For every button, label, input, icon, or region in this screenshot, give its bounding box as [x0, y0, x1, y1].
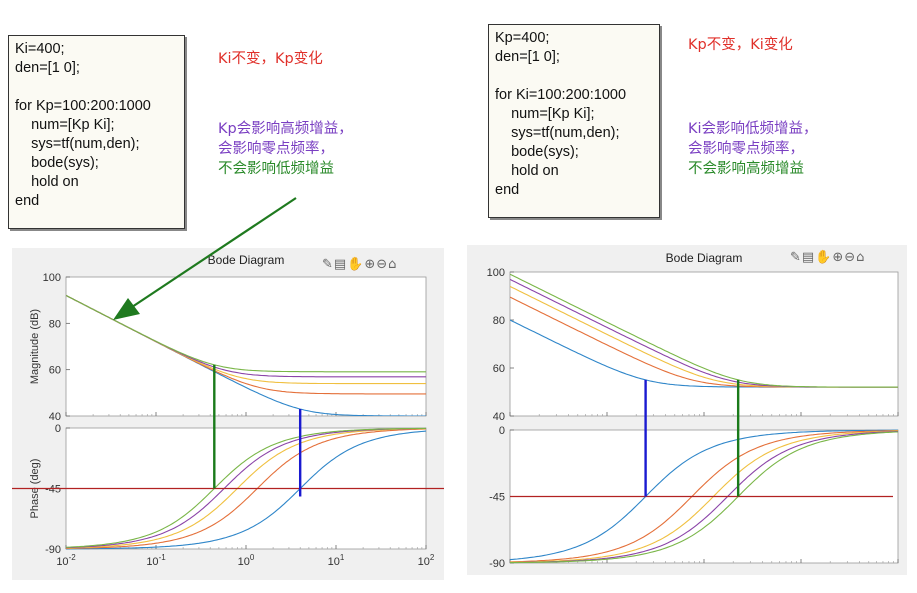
phase-series-0 — [509, 429, 898, 561]
right-note-line-1: Ki会影响低频增益， — [688, 121, 818, 137]
right-code: Kp=400; den=[1 0]; for Ki=100:200:1000 n… — [495, 30, 627, 198]
right-toolbar-icons[interactable]: ✎▤✋⊕⊖⌂ — [790, 250, 866, 265]
right-toolbar[interactable]: ✎▤✋⊕⊖⌂ — [790, 250, 865, 265]
y-tick-label: 100 — [487, 267, 505, 279]
arrow-head — [113, 298, 140, 320]
y-tick-label: 80 — [493, 315, 505, 327]
left-code: Ki=400; den=[1 0]; for Kp=100:200:1000 n… — [15, 41, 151, 209]
x-tick-label: 100 — [238, 553, 255, 568]
right-note-line-2: 会影响零点频率， — [688, 141, 804, 157]
y-tick-label: 100 — [43, 272, 61, 284]
y-tick-label: 0 — [499, 425, 505, 437]
annotation-arrow — [113, 197, 297, 320]
bode-chart-1: Bode Diagram 100 80 60 40 0 -45 -90 — [487, 251, 899, 570]
bode-chart-0: Bode Diagram 100 80 60 400 -45 -90 Magnitude (d… — [12, 253, 444, 568]
right-note-title: Kp不变，Ki变化 — [688, 37, 793, 53]
right-code-box: Kp=400; den=[1 0]; for Ki=100:200:1000 n… — [488, 24, 660, 218]
y-tick-label: -90 — [489, 558, 505, 570]
x-tick-label: 102 — [418, 553, 435, 568]
chart-title: Bode Diagram — [208, 253, 285, 267]
chart-title: Bode Diagram — [666, 251, 743, 265]
left-toolbar-icons[interactable]: ✎▤✋⊕⊖⌂ — [322, 257, 398, 272]
phase-series-1 — [66, 428, 427, 549]
y-tick-label: -45 — [45, 484, 61, 496]
phase-series-0 — [66, 430, 427, 550]
y-tick-label: 40 — [493, 411, 505, 423]
left-note-title: Ki不变，Kp变化 — [218, 51, 323, 67]
mag-axes-box — [509, 271, 899, 417]
right-note-line-3: 不会影响高频增益 — [688, 161, 804, 177]
x-tick-label: 10-1 — [146, 553, 166, 568]
left-note-line-3: 不会影响低频增益 — [218, 161, 334, 177]
ylabel-magnitude: Magnitude (dB) — [29, 309, 41, 384]
y-tick-label: 60 — [493, 363, 505, 375]
phase-series-4 — [65, 427, 427, 548]
x-tick-label: 101 — [328, 553, 345, 568]
mag-axes-box — [65, 276, 427, 417]
phase-series-2 — [510, 430, 898, 563]
y-tick-label: -45 — [489, 492, 505, 504]
x-tick-label: 10-2 — [56, 553, 76, 568]
magnitude-series-4 — [66, 294, 426, 373]
phase-series-1 — [509, 430, 899, 563]
y-tick-label: 60 — [49, 365, 61, 377]
y-tick-label: -90 — [45, 544, 61, 556]
left-note-line-2: 会影响零点频率， — [218, 141, 334, 157]
arrow-shaft — [131, 197, 297, 308]
left-code-box: Ki=400; den=[1 0]; for Kp=100:200:1000 n… — [8, 35, 185, 229]
left-note-line-1: Kp会影响高频增益， — [218, 121, 353, 137]
y-tick-label: 40 — [49, 411, 61, 423]
magnitude-series-4 — [510, 273, 898, 388]
y-tick-label: 0 — [55, 423, 61, 435]
left-toolbar[interactable]: ✎▤✋⊕⊖⌂ — [322, 257, 397, 272]
phase-series-4 — [510, 431, 899, 564]
phase-series-2 — [66, 428, 427, 549]
y-tick-label: 80 — [49, 318, 61, 330]
